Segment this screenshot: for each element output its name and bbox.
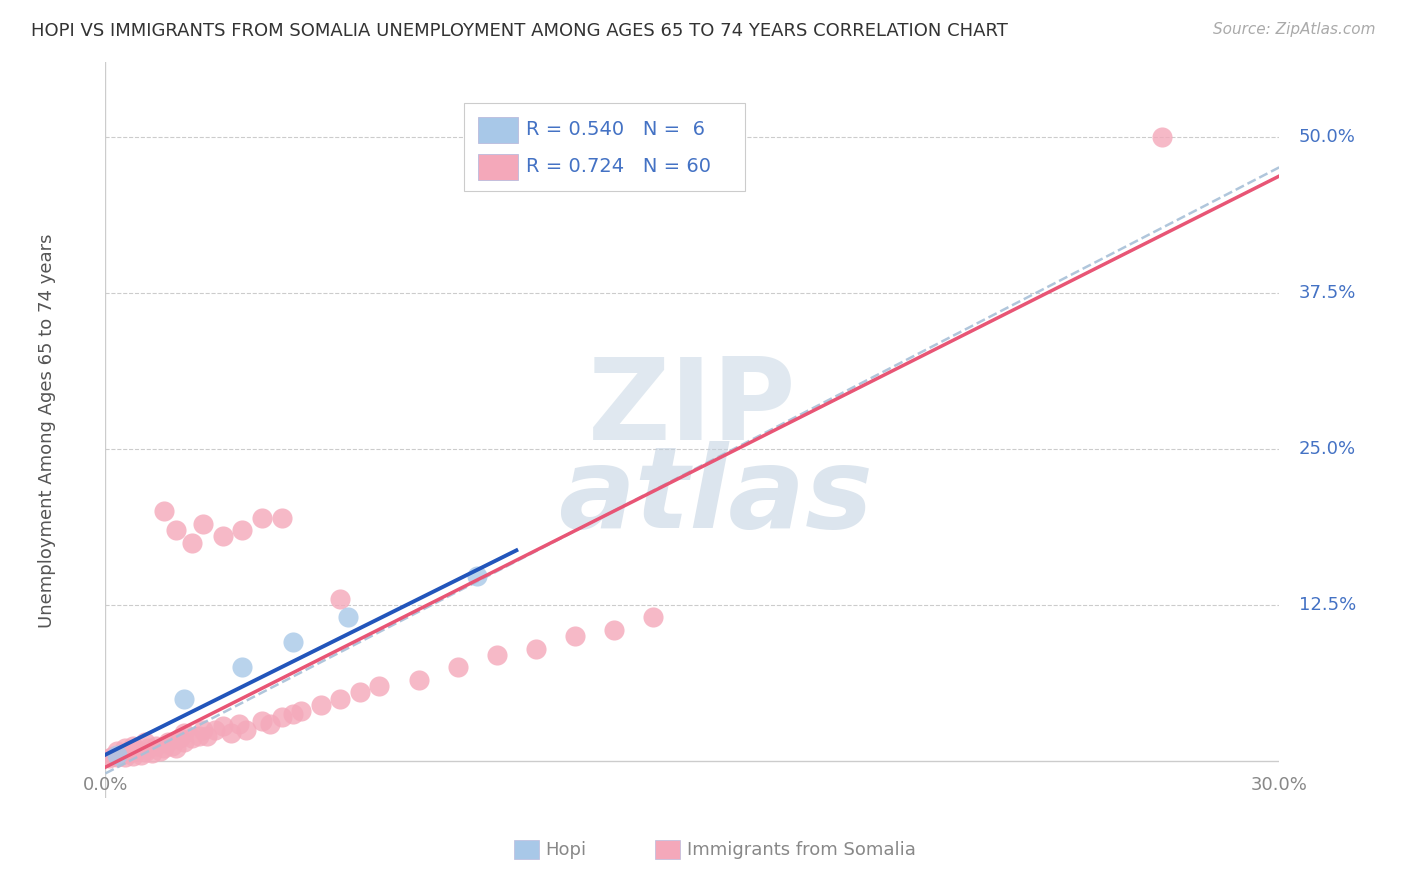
- Point: [259, 716, 281, 731]
- Point: [105, 747, 128, 762]
- Point: [145, 739, 167, 753]
- Text: Hopi: Hopi: [546, 841, 586, 859]
- Point: [160, 739, 183, 753]
- Point: [114, 750, 136, 764]
- Point: [173, 726, 195, 740]
- Point: [134, 745, 156, 759]
- Point: [231, 660, 253, 674]
- Point: [283, 706, 305, 721]
- Text: 30.0%: 30.0%: [1251, 776, 1308, 794]
- Text: 12.5%: 12.5%: [1299, 596, 1357, 614]
- FancyBboxPatch shape: [478, 154, 517, 180]
- Text: atlas: atlas: [558, 442, 873, 552]
- Point: [173, 735, 195, 749]
- Point: [103, 748, 125, 763]
- Point: [231, 523, 253, 537]
- Text: 37.5%: 37.5%: [1299, 285, 1357, 302]
- Text: Source: ZipAtlas.com: Source: ZipAtlas.com: [1212, 22, 1375, 37]
- Point: [447, 660, 470, 674]
- Text: 0.0%: 0.0%: [83, 776, 128, 794]
- Point: [121, 748, 143, 763]
- Point: [114, 741, 136, 756]
- Point: [485, 648, 508, 662]
- Point: [165, 741, 187, 756]
- Text: R = 0.540   N =  6: R = 0.540 N = 6: [526, 120, 704, 139]
- Point: [193, 516, 215, 531]
- Text: ZIP: ZIP: [588, 353, 797, 464]
- Point: [211, 529, 233, 543]
- Point: [134, 735, 156, 749]
- Point: [408, 673, 430, 687]
- Point: [195, 729, 218, 743]
- FancyBboxPatch shape: [464, 103, 745, 191]
- Point: [270, 710, 292, 724]
- FancyBboxPatch shape: [515, 840, 538, 859]
- Point: [309, 698, 332, 712]
- Text: Immigrants from Somalia: Immigrants from Somalia: [686, 841, 915, 859]
- Point: [329, 691, 352, 706]
- Point: [290, 704, 312, 718]
- Point: [270, 510, 292, 524]
- Point: [141, 747, 163, 761]
- Text: HOPI VS IMMIGRANTS FROM SOMALIA UNEMPLOYMENT AMONG AGES 65 TO 74 YEARS CORRELATI: HOPI VS IMMIGRANTS FROM SOMALIA UNEMPLOY…: [31, 22, 1008, 40]
- Point: [153, 741, 176, 756]
- Point: [105, 750, 128, 764]
- Point: [603, 623, 626, 637]
- Point: [105, 744, 128, 758]
- Point: [138, 741, 160, 756]
- Point: [211, 719, 233, 733]
- Point: [283, 635, 305, 649]
- Point: [149, 744, 172, 758]
- Point: [465, 569, 488, 583]
- Point: [564, 629, 586, 643]
- Point: [188, 729, 211, 743]
- Point: [337, 610, 360, 624]
- Text: 50.0%: 50.0%: [1299, 128, 1355, 146]
- Point: [157, 735, 180, 749]
- Point: [228, 716, 250, 731]
- Point: [349, 685, 371, 699]
- Point: [180, 731, 202, 746]
- Point: [250, 510, 273, 524]
- Point: [235, 723, 257, 737]
- Text: Unemployment Among Ages 65 to 74 years: Unemployment Among Ages 65 to 74 years: [38, 233, 56, 628]
- Point: [180, 535, 202, 549]
- Point: [368, 679, 391, 693]
- Point: [1152, 130, 1174, 145]
- Point: [193, 723, 215, 737]
- Point: [524, 641, 547, 656]
- Point: [173, 691, 195, 706]
- Point: [118, 747, 141, 761]
- Point: [125, 744, 148, 758]
- FancyBboxPatch shape: [655, 840, 679, 859]
- Point: [329, 591, 352, 606]
- Point: [204, 723, 226, 737]
- Point: [98, 751, 121, 765]
- Point: [121, 739, 143, 753]
- FancyBboxPatch shape: [478, 117, 517, 144]
- Point: [110, 747, 132, 762]
- Point: [153, 504, 176, 518]
- Point: [250, 714, 273, 728]
- Text: R = 0.724   N = 60: R = 0.724 N = 60: [526, 157, 711, 176]
- Text: 25.0%: 25.0%: [1299, 440, 1357, 458]
- Point: [219, 726, 242, 740]
- Point: [643, 610, 665, 624]
- Point: [169, 731, 191, 746]
- Point: [165, 523, 187, 537]
- Point: [129, 747, 152, 762]
